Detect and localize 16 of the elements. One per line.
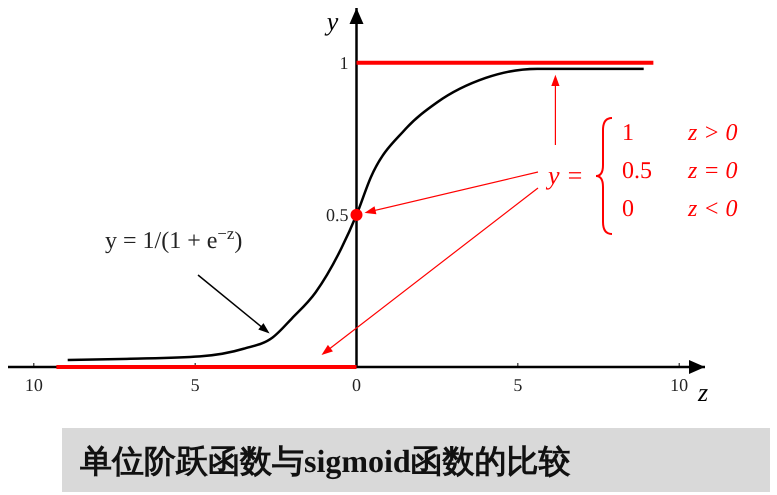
- x-axis-title: z: [696, 378, 708, 407]
- x-tick-label: 5: [513, 375, 522, 395]
- x-tick-label: 0: [352, 375, 361, 395]
- annotation: z < 0: [687, 196, 738, 222]
- annotation: z > 0: [687, 120, 738, 146]
- annotation: y =: [545, 161, 584, 190]
- annotation: 0.5: [622, 158, 652, 184]
- annotation: 1: [622, 120, 634, 146]
- annotation: y = 1/(1 + e$^{−z}$): [105, 224, 242, 254]
- annotation: 0: [622, 196, 634, 222]
- y-axis-title: y: [324, 7, 339, 36]
- x-tick-label: 10: [24, 375, 43, 395]
- x-tick-label: 5: [190, 375, 200, 395]
- x-tick-label: 10: [670, 375, 688, 395]
- text: 单位阶跃函数与sigmoid函数的比较: [79, 443, 572, 480]
- annotation: z = 0: [687, 158, 738, 184]
